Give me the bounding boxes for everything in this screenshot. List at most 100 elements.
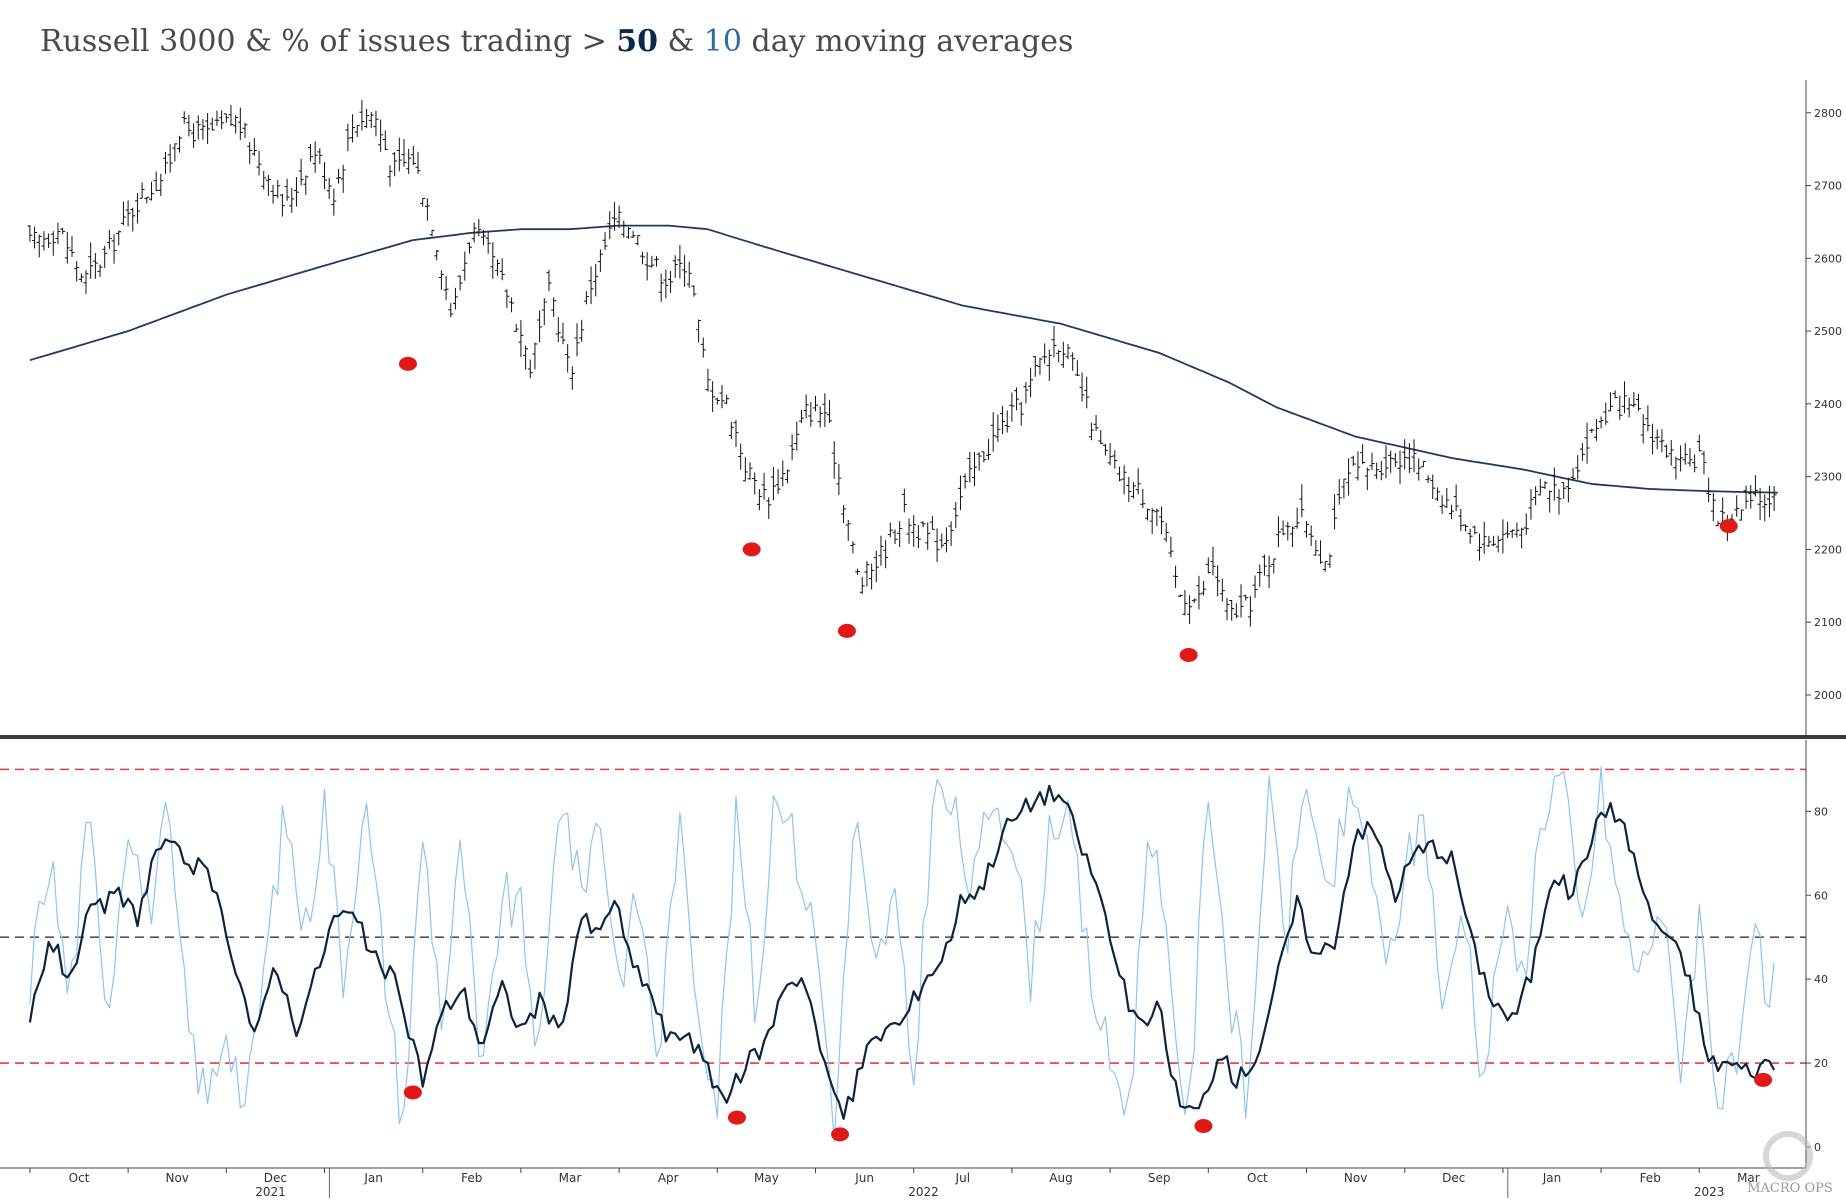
price-bar [1734,495,1740,517]
upper-markers [398,356,1738,662]
price-bar [1607,392,1613,412]
price-bar [1612,390,1618,399]
upper-y-axis: 2000 2100 2200 2300 2400 2500 2600 2700 2800 [1805,80,1842,735]
price-bar [78,273,84,283]
price-bar [340,164,346,193]
price-bar [1079,372,1085,402]
price-bar [111,234,117,264]
price-bar [1060,341,1066,368]
price-bar [1163,522,1169,542]
price-bar [312,141,318,173]
price-bar [850,541,856,554]
price-bar [1215,565,1221,597]
price-bar [1654,429,1660,450]
price-bar [1018,401,1024,426]
price-bar [251,137,257,156]
price-bar [1313,540,1319,556]
lower-tick-label: 0 [1814,1141,1821,1154]
price-bar [429,229,435,237]
price-bar [1542,481,1548,490]
month-label: Jan [1542,1171,1562,1185]
price-bar [1229,599,1235,621]
price-bar [649,255,655,268]
price-bar [1523,513,1529,536]
price-bar [738,443,744,470]
price-bar [1477,533,1483,561]
price-bar [41,231,47,251]
low-marker [1754,1072,1773,1087]
price-bar [742,457,748,482]
price-bar [1332,494,1338,530]
price-bar [948,521,954,546]
price-bar [1308,525,1314,546]
price-bar [1687,448,1693,467]
price-bar [555,317,561,343]
price-bar [1266,555,1272,589]
year-label: 2023 [1694,1185,1725,1199]
price-bar [195,115,201,140]
price-bar [1397,450,1403,485]
price-bar [452,287,458,310]
price-bar [443,275,449,300]
price-bar [1458,509,1464,532]
price-bar [934,528,940,563]
month-label: Dec [1442,1171,1465,1185]
price-bar [303,175,309,196]
price-bar [883,540,889,569]
price-bar [350,114,356,143]
month-label: Oct [1247,1171,1268,1185]
price-bar [523,345,529,370]
title-text-1: Russell 3000 & % of issues trading > [40,24,617,59]
price-bar [1537,479,1543,496]
price-bar [915,524,921,549]
price-bar [789,434,795,461]
price-bar [1617,395,1623,420]
price-bar [663,269,669,299]
price-bar [144,196,150,204]
price-bar [1472,525,1478,535]
price-bar [1000,405,1006,435]
price-bar [1766,485,1772,518]
price-bar [102,245,108,268]
price-bar [345,123,351,152]
price-bar [583,291,589,305]
price-bar [1402,439,1408,470]
price-bar [1626,397,1632,418]
price-bar [1135,468,1141,495]
price-bar [326,177,332,200]
price-bar [1346,458,1352,496]
price-bar [1360,444,1366,465]
price-bar [466,242,472,254]
price-bar [1116,466,1122,482]
price-bar [1187,595,1193,625]
price-bar [995,414,1001,442]
price-bar [869,563,875,590]
price-bar [163,151,169,174]
price-bar [668,271,674,294]
price-bar [971,451,977,486]
month-label: Apr [658,1171,679,1185]
low-marker [1194,1119,1213,1134]
price-bar [74,261,80,282]
year-label: 2021 [255,1185,286,1199]
month-label: Nov [165,1171,188,1185]
price-bar [1322,560,1328,572]
price-bar [803,394,809,419]
price-bar [64,231,70,264]
price-bar [1743,485,1749,509]
price-bar [186,114,192,137]
price-bar [1505,521,1511,538]
lower-tick-label: 20 [1814,1057,1828,1070]
price-bar [1462,524,1468,532]
low-marker [403,1085,422,1100]
price-bar [1528,488,1534,520]
price-bar [1383,445,1389,479]
price-bar [476,218,482,237]
price-bar [822,393,828,428]
price-bar [957,475,963,511]
price-bar [1706,477,1712,503]
price-bar [513,323,519,333]
price-bar [317,148,323,164]
price-bar [490,242,496,279]
price-bar [1173,565,1179,588]
